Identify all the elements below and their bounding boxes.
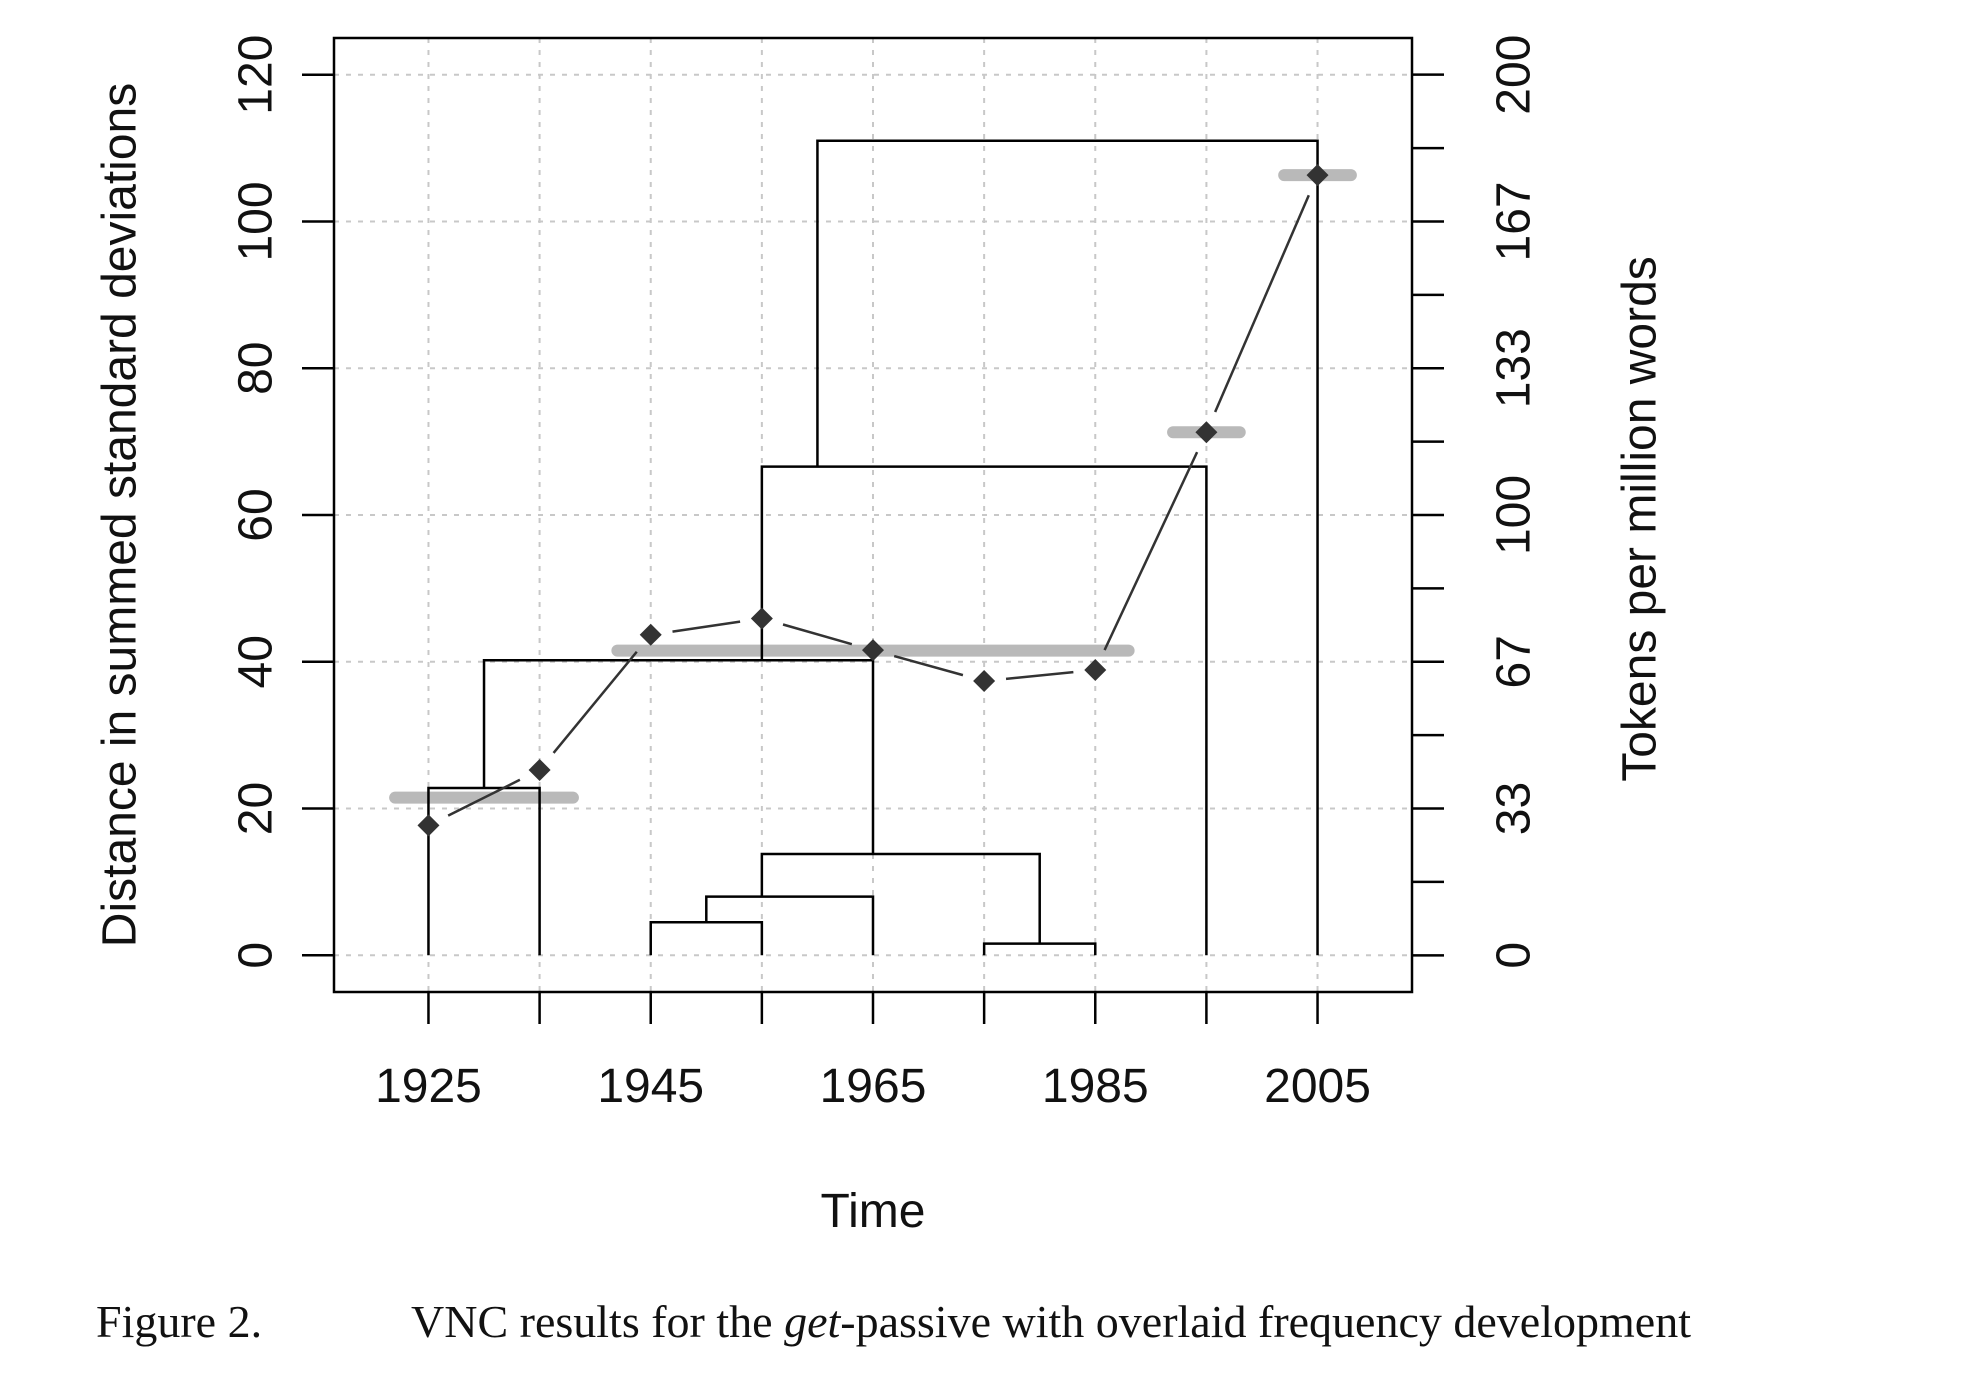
y-tick-label: 120 <box>230 35 283 115</box>
series-segment <box>447 778 521 817</box>
caption-text: VNC results for the get-passive with ove… <box>411 1295 1691 1348</box>
data-point-marker <box>639 623 662 646</box>
x-tick-label: 2005 <box>1264 1060 1371 1113</box>
x-tick-label: 1965 <box>820 1060 927 1113</box>
data-point-marker <box>973 670 996 693</box>
caption-text-end: -passive with overlaid frequency develop… <box>840 1296 1691 1347</box>
y-tick-label: 60 <box>230 488 283 541</box>
dendrogram-link <box>705 895 875 956</box>
dendrogram-link <box>760 465 1208 956</box>
data-point-marker <box>1195 421 1218 444</box>
series-segment <box>1005 670 1074 681</box>
y2-tick-label: 200 <box>1488 35 1541 115</box>
data-point-marker <box>1084 658 1107 681</box>
x-tick-label: 1945 <box>597 1060 704 1113</box>
series-segment <box>782 623 853 646</box>
y2-tick-label: 133 <box>1488 328 1541 408</box>
series-segment <box>1103 451 1199 651</box>
data-point-marker <box>750 607 773 630</box>
y2-tick-label: 100 <box>1488 475 1541 555</box>
y-tick-label: 0 <box>230 942 283 969</box>
data-point-marker <box>528 758 551 781</box>
y-axis-title: Distance in summed standard deviations <box>94 83 147 947</box>
dendrogram-link <box>482 659 875 855</box>
y-tick-label: 40 <box>230 635 283 688</box>
vnc-chart: 1925 1945 1965 1985 2005 0 20 40 60 80 100 120 0 33 67… <box>94 35 1667 1238</box>
caption-number: Figure 2. <box>96 1296 263 1347</box>
series-segment <box>552 650 638 754</box>
dendrogram-link <box>760 852 1041 944</box>
data-point-marker <box>862 639 884 662</box>
plot-frame <box>332 36 1414 994</box>
y2-tick-label: 167 <box>1488 181 1541 261</box>
y2-tick-label: 67 <box>1488 635 1541 688</box>
series-segment <box>1213 194 1310 413</box>
data-point-marker <box>1306 164 1329 187</box>
caption-text-start: VNC results for the <box>411 1296 785 1347</box>
series-segment <box>893 654 964 677</box>
data-point-marker <box>417 814 440 837</box>
y-tick-label: 80 <box>230 342 283 395</box>
dendrogram-link <box>427 786 541 956</box>
axes: 1925 1945 1965 1985 2005 0 20 40 60 80 100 120 0 33 67… <box>230 35 1541 1113</box>
y-tick-label: 20 <box>230 782 283 835</box>
dendrogram <box>427 139 1319 956</box>
y2-tick-label: 33 <box>1488 782 1541 835</box>
y2-axis-title: Tokens per million words <box>1614 256 1667 782</box>
x-tick-label: 1985 <box>1042 1060 1149 1113</box>
x-axis-title: Time <box>821 1185 926 1238</box>
y-tick-label: 100 <box>230 181 283 261</box>
caption-emphasis: get <box>784 1296 841 1347</box>
x-tick-label: 1925 <box>375 1060 482 1113</box>
series-segment <box>672 620 741 633</box>
dendrogram-link <box>982 942 1097 956</box>
frequency-series <box>417 164 1329 837</box>
y2-tick-label: 0 <box>1488 942 1541 969</box>
dendrogram-link <box>649 921 764 956</box>
figure-caption: Figure 2. VNC results for the get-passiv… <box>96 1295 1946 1355</box>
dendrogram-link <box>816 139 1319 956</box>
